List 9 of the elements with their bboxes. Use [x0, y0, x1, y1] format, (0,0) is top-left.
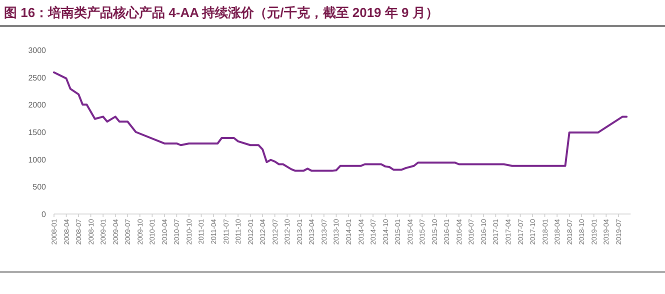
y-tick-label: 1500 [28, 128, 47, 137]
chart-title: 图 16：培南类产品核心产品 4-AA 持续涨价（元/千克，截至 2019 年 9 月） [4, 5, 438, 20]
y-tick-label: 2000 [28, 100, 47, 110]
y-tick-label: 3000 [28, 46, 47, 55]
y-tick-label: 1000 [28, 155, 47, 164]
line-series [53, 71, 628, 172]
y-tick-label: 500 [32, 182, 47, 192]
y-tick-label: 2500 [28, 73, 47, 82]
y-tick-label: 0 [42, 210, 47, 219]
